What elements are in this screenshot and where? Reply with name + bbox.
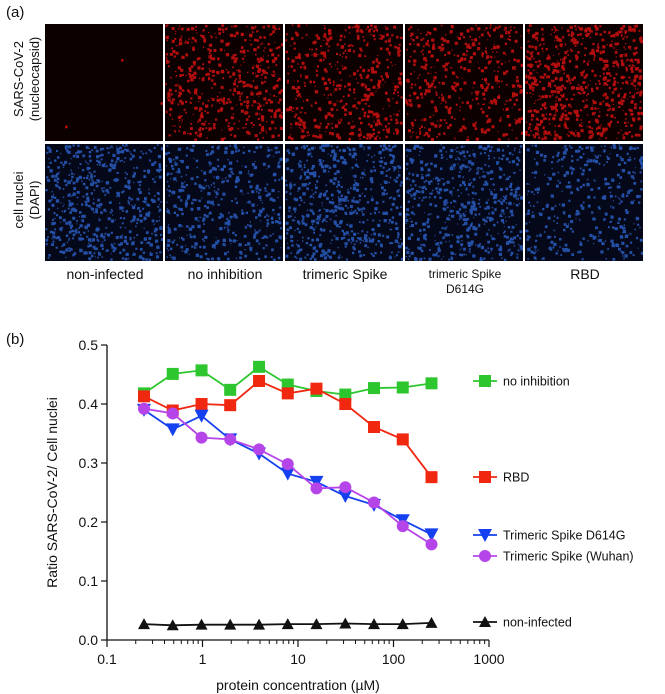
data-point-rbd [253, 374, 266, 387]
data-point-no-inhibition [224, 383, 237, 396]
column-label-line2: D614G [445, 282, 485, 296]
row-label-line2: (nucleocapsid) [27, 36, 42, 122]
nucleocapsid-image-no-inhibition [165, 24, 283, 141]
column-label-trimeric-spike-d614g: trimeric Spike D614G [405, 267, 525, 297]
data-point-non-infected [310, 618, 323, 630]
y-axis-label: Ratio SARS-CoV-2/ Cell nuclei [44, 397, 60, 588]
legend-marker-trimeric-spike-wuhan [479, 550, 491, 562]
data-point-trimeric-spike-wuhan [195, 431, 208, 444]
row-label-line2: (DAPI) [27, 180, 42, 220]
legend-label-trimeric-spike-d614g: Trimeric Spike D614G [503, 529, 626, 543]
data-point-trimeric-spike-d614g [165, 423, 180, 437]
data-point-no-inhibition [166, 367, 179, 380]
row-label-dapi: cell nuclei (DAPI) [11, 140, 43, 260]
x-tick-label: 10 [290, 651, 306, 667]
data-point-trimeric-spike-wuhan [425, 538, 438, 551]
data-point-rbd [339, 398, 352, 410]
dapi-image-no-inhibition [165, 144, 283, 261]
y-tick-label: 0.5 [79, 337, 99, 353]
nucleocapsid-image-non-infected [45, 24, 163, 141]
data-point-trimeric-spike-wuhan [396, 520, 409, 533]
column-label-line1: trimeric Spike [428, 267, 502, 281]
legend-marker-non-infected [479, 616, 491, 627]
nucleocapsid-image-trimeric-spike [285, 24, 403, 141]
data-point-non-infected [195, 618, 208, 630]
nucleocapsid-image-rbd [525, 24, 643, 141]
nucleocapsid-image-trimeric-spike-d614g [405, 24, 523, 141]
legend-label-trimeric-spike-wuhan: Trimeric Spike (Wuhan) [503, 550, 634, 564]
y-tick-label: 0.2 [79, 514, 99, 530]
data-point-non-infected [224, 618, 237, 630]
line-chart: 0.0 0.1 0.2 0.3 0.4 0.5 0.1 1 10 100 1000 protein c… [44, 337, 634, 693]
data-point-non-infected [137, 618, 150, 630]
column-label-trimeric-spike: trimeric Spike [285, 266, 405, 283]
data-point-trimeric-spike-d614g [424, 528, 439, 542]
column-label-line1: RBD [570, 266, 600, 282]
legend-label-rbd: RBD [503, 471, 529, 485]
data-point-trimeric-spike-d614g [280, 467, 295, 481]
data-point-no-inhibition [396, 381, 409, 394]
data-point-rbd [310, 382, 323, 395]
data-point-non-infected [166, 619, 179, 631]
data-point-non-infected [339, 617, 352, 629]
x-tick-label: 100 [382, 651, 406, 667]
data-point-trimeric-spike-wuhan [166, 407, 179, 420]
data-point-trimeric-spike-wuhan [224, 433, 237, 446]
column-label-line1: non-infected [66, 266, 144, 282]
panel-b-label: (b) [6, 331, 25, 348]
data-point-non-infected [368, 618, 381, 630]
data-point-non-infected [281, 618, 294, 630]
data-point-rbd [137, 390, 150, 403]
data-point-no-inhibition [253, 360, 266, 373]
data-point-trimeric-spike-wuhan [339, 481, 352, 494]
y-tick-label: 0.4 [79, 396, 99, 412]
data-point-no-inhibition [425, 377, 438, 390]
data-point-trimeric-spike-wuhan [137, 402, 150, 415]
dapi-image-non-infected [45, 144, 163, 261]
y-tick-label: 0.1 [79, 573, 99, 589]
data-point-non-infected [253, 618, 266, 630]
panel-a-label: (a) [6, 4, 25, 21]
data-point-trimeric-spike-d614g [338, 490, 353, 504]
column-label-line1: trimeric Spike [302, 266, 388, 282]
dapi-image-trimeric-spike-d614g [405, 144, 523, 261]
data-point-no-inhibition [195, 364, 208, 377]
data-point-no-inhibition [339, 388, 352, 401]
data-point-trimeric-spike-wuhan [368, 496, 381, 509]
data-point-rbd [281, 387, 294, 400]
x-tick-label: 1 [199, 651, 207, 667]
data-point-no-inhibition [368, 382, 381, 395]
legend-marker-rbd [479, 471, 491, 483]
data-point-rbd [425, 471, 438, 484]
data-point-trimeric-spike-wuhan [310, 482, 323, 495]
data-point-rbd [368, 421, 381, 434]
data-point-trimeric-spike-wuhan [253, 443, 266, 456]
legend-label-non-infected: non-infected [503, 616, 572, 630]
x-tick-label: 0.1 [97, 651, 117, 667]
x-tick-label: 1000 [473, 651, 504, 667]
y-tick-label: 0.3 [79, 455, 99, 471]
row-label-nucleocapsid: SARS-CoV-2 (nucleocapsid) [11, 19, 43, 139]
data-point-non-infected [396, 618, 409, 630]
legend-marker-trimeric-spike-d614g [478, 529, 492, 542]
row-label-line1: cell nuclei [11, 171, 26, 229]
legend-marker-no-inhibition [479, 375, 491, 387]
y-tick-label: 0.0 [79, 632, 99, 648]
dapi-image-trimeric-spike [285, 144, 403, 261]
data-point-trimeric-spike-wuhan [281, 458, 294, 471]
data-point-rbd [396, 433, 409, 446]
dapi-image-rbd [525, 144, 643, 261]
x-axis-label: protein concentration (µM) [216, 677, 380, 693]
legend-label-no-inhibition: no inhibition [503, 375, 570, 389]
column-label-line1: no inhibition [187, 266, 263, 282]
column-label-rbd: RBD [525, 266, 645, 283]
data-point-non-infected [425, 616, 438, 628]
data-point-rbd [195, 398, 208, 410]
column-label-non-infected: non-infected [45, 266, 165, 283]
data-point-rbd [224, 399, 237, 412]
row-label-line1: SARS-CoV-2 [11, 41, 26, 117]
data-point-trimeric-spike-d614g [194, 409, 209, 423]
column-label-no-inhibition: no inhibition [165, 266, 285, 283]
